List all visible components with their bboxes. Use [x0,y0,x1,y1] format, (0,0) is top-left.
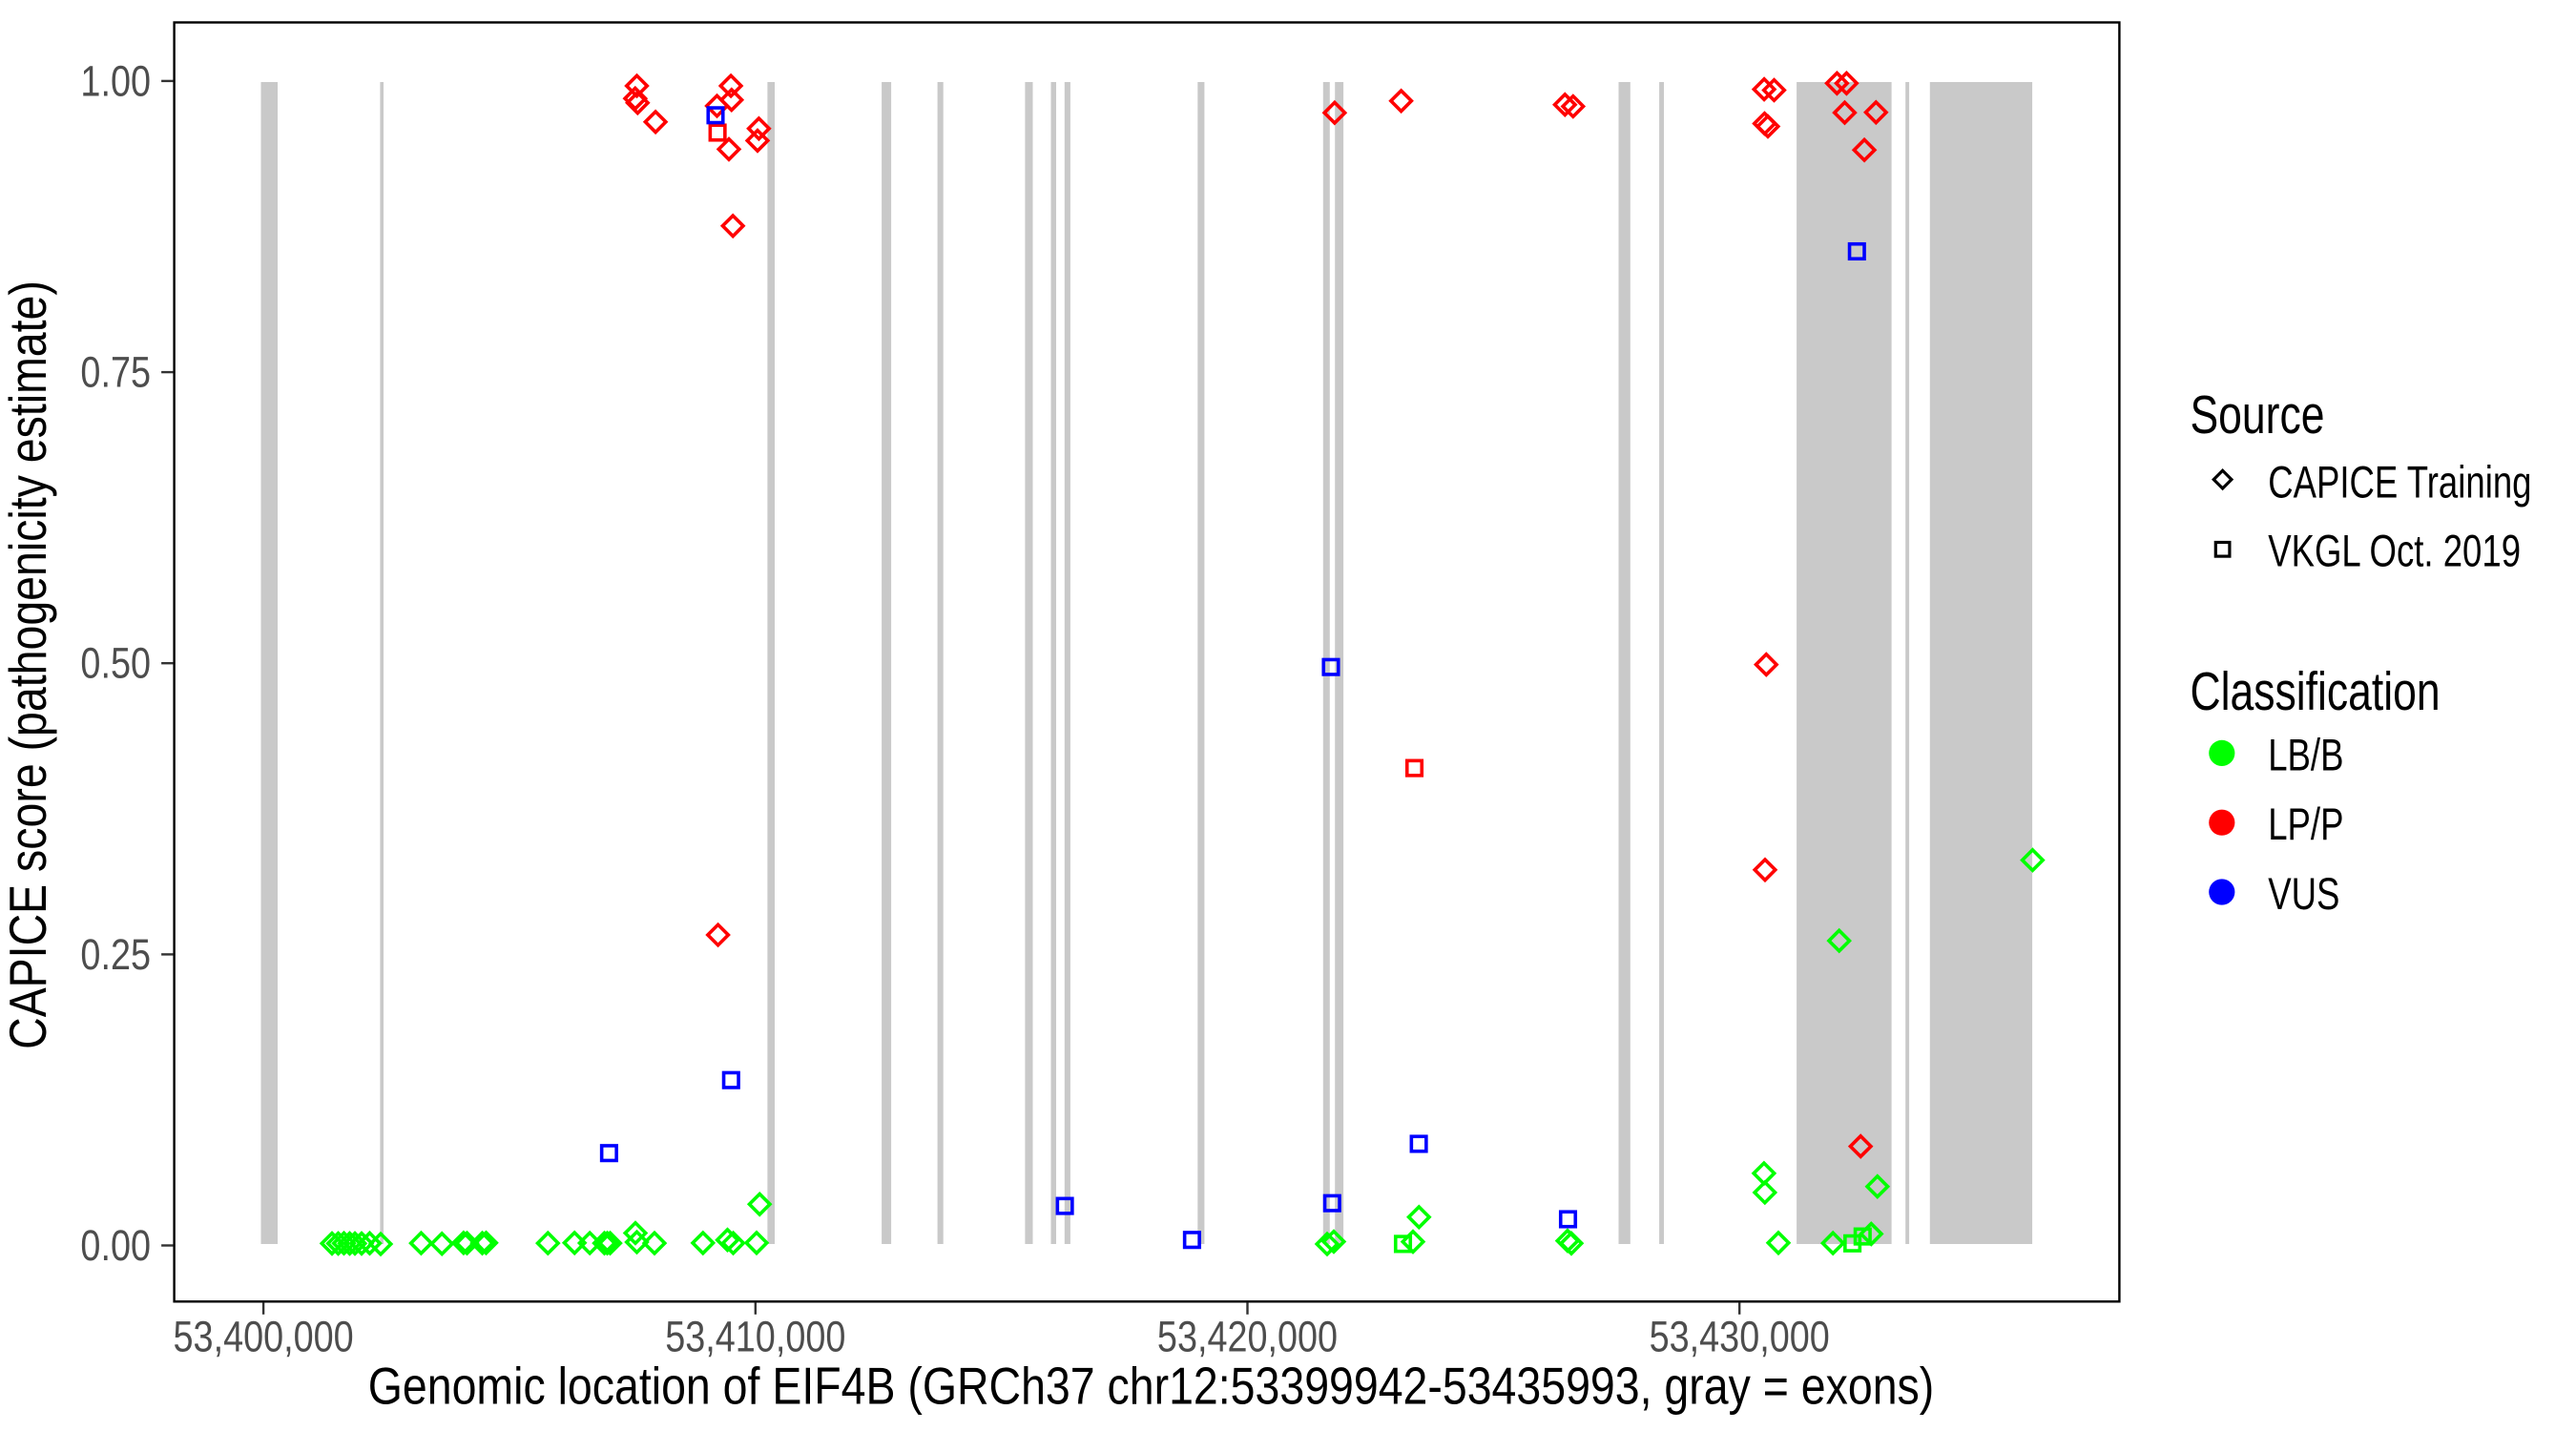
svg-text:CAPICE Training: CAPICE Training [2268,457,2531,507]
svg-text:1.00: 1.00 [80,56,151,105]
svg-text:Genomic location of EIF4B (GRC: Genomic location of EIF4B (GRCh37 chr12:… [368,1357,1934,1416]
svg-text:53,410,000: 53,410,000 [665,1312,845,1360]
svg-text:0.50: 0.50 [80,639,151,688]
svg-text:VKGL Oct. 2019: VKGL Oct. 2019 [2268,526,2521,575]
svg-text:LP/P: LP/P [2268,799,2343,849]
svg-text:0.00: 0.00 [80,1221,151,1270]
svg-text:0.75: 0.75 [80,347,151,396]
svg-text:53,420,000: 53,420,000 [1157,1312,1338,1360]
svg-text:VUS: VUS [2268,868,2339,918]
svg-text:CAPICE score (pathogenicity es: CAPICE score (pathogenicity estimate) [0,280,57,1049]
svg-text:0.25: 0.25 [80,930,151,979]
svg-text:53,430,000: 53,430,000 [1650,1312,1830,1360]
svg-text:Classification: Classification [2191,661,2441,722]
svg-text:Source: Source [2191,384,2325,446]
svg-text:53,400,000: 53,400,000 [174,1312,354,1360]
svg-text:LB/B: LB/B [2268,730,2343,779]
